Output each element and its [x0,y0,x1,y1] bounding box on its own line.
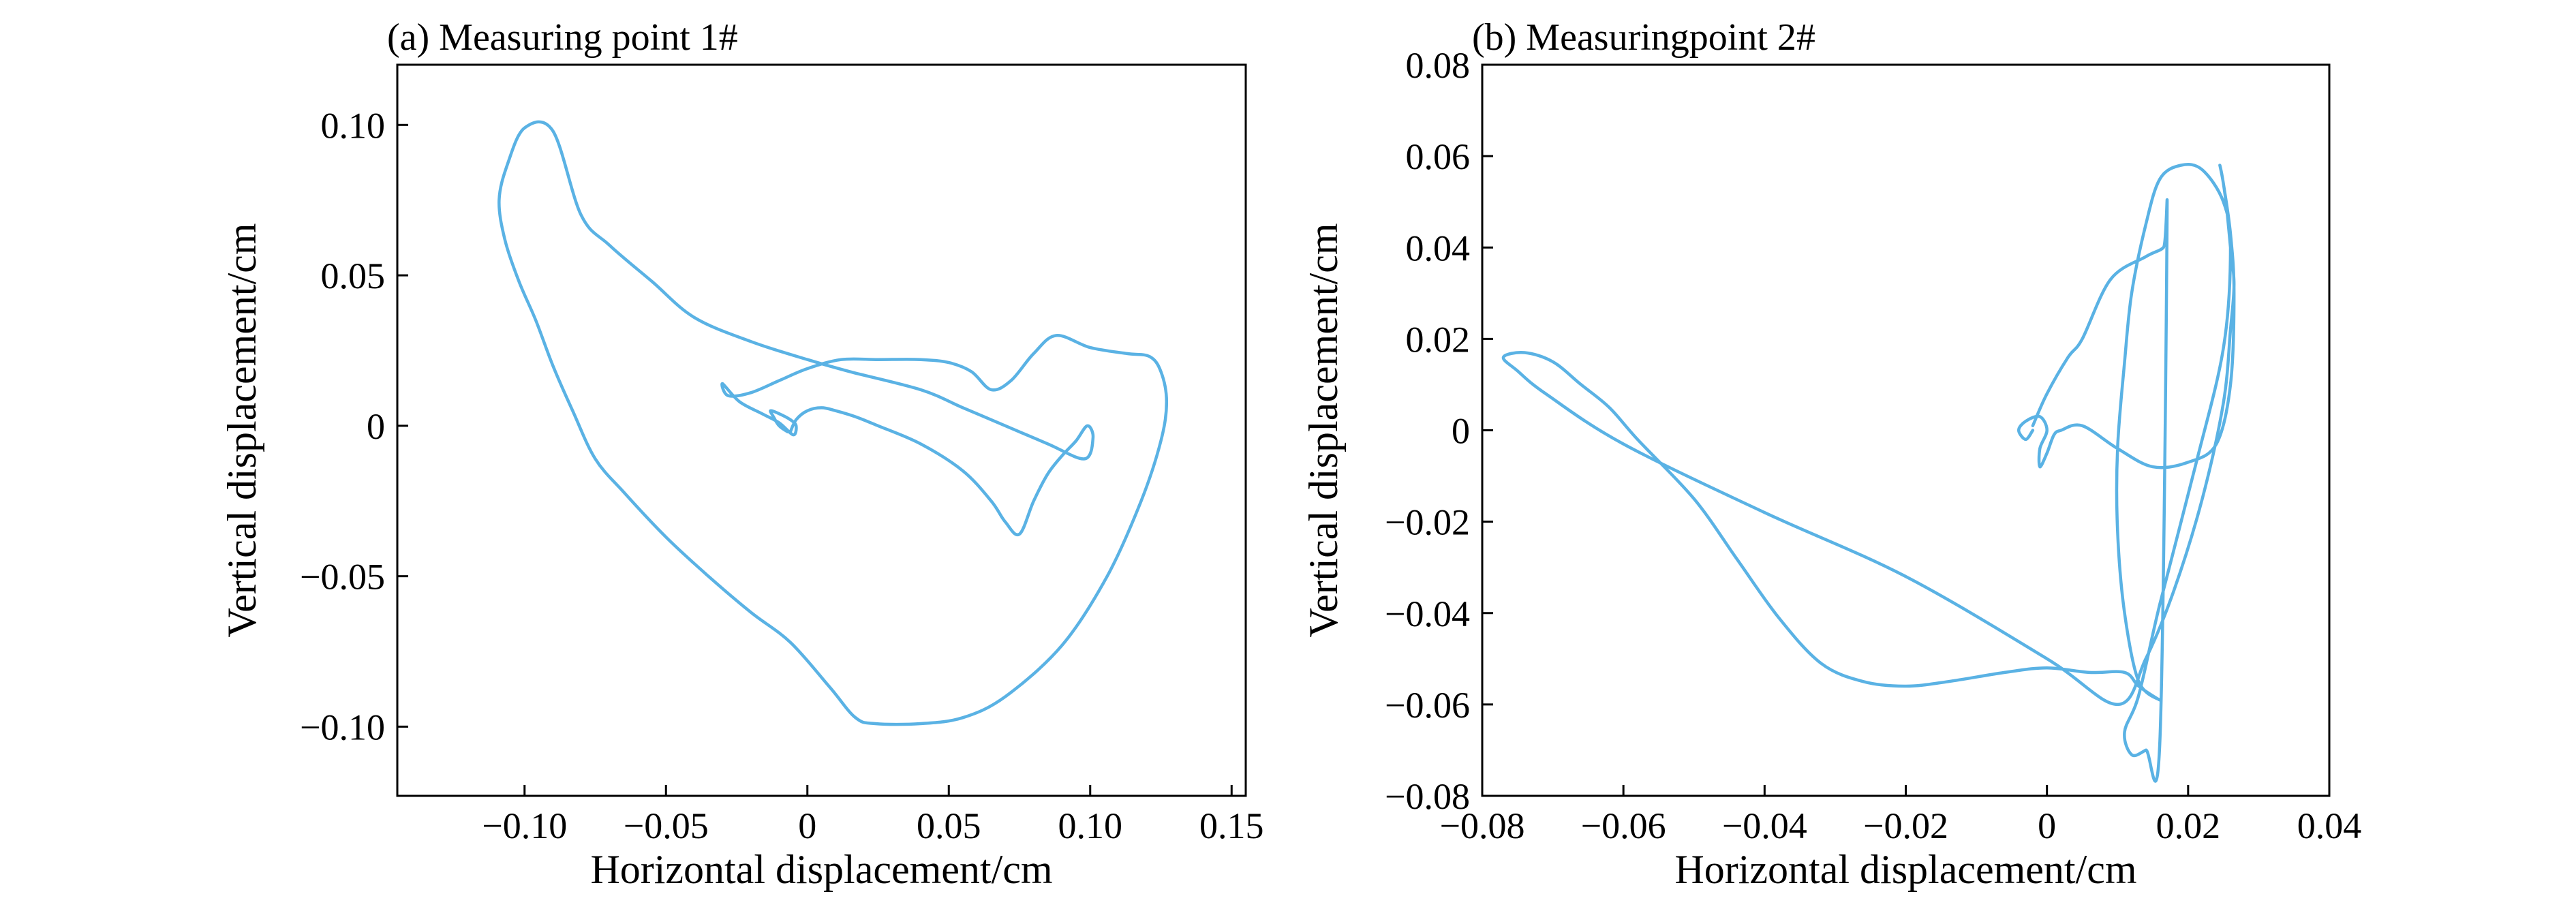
y-tick-label: −0.10 [300,707,385,747]
y-axis-label: Vertical displacement/cm [219,223,264,637]
x-axis-label: Horizontal displacement/cm [1674,847,2136,892]
x-tick-label: −0.05 [624,805,709,846]
y-tick-label: −0.05 [300,557,385,598]
y-tick-label: 0 [1452,411,1470,452]
y-tick-label: −0.02 [1385,502,1470,543]
chart-title: (a) Measuring point 1# [387,16,738,59]
y-tick-label: 0.06 [1406,136,1471,177]
x-tick-label: 0.05 [917,805,981,846]
chart-panel-1: (a) Measuring point 1# −0.10 −0.05 0 0.05 0.1… [219,16,1264,892]
y-tick-label: 0.10 [321,105,386,146]
chart-panel-2: (b) Measuringpoint 2# −0.08 −0.06 −0.04 −0.0… [1301,16,2361,892]
x-tick-label: 0 [2038,805,2056,846]
x-tick-label: −0.10 [482,805,567,846]
plot-frame [396,63,1247,797]
y-tick-label: −0.06 [1385,685,1470,726]
y-axis-label: Vertical displacement/cm [1301,223,1346,637]
x-tick-label: 0 [798,805,816,846]
x-tick-label: −0.06 [1581,805,1666,846]
y-tick-label: 0.05 [321,256,386,296]
x-tick-label: 0.02 [2156,805,2221,846]
y-tick-label: −0.04 [1385,593,1470,634]
x-tick-label: −0.02 [1863,805,1948,846]
series-line-1 [497,120,1169,726]
x-tick-label: 0.04 [2297,805,2362,846]
x-tick-label: 0.10 [1058,805,1123,846]
x-axis-label: Horizontal displacement/cm [590,847,1052,892]
series-line-1 [1501,163,2236,783]
x-tick-label: −0.08 [1440,805,1525,846]
y-tick-label: 0.02 [1406,319,1471,360]
x-tick-label: 0.15 [1199,805,1264,846]
y-tick-label: 0.04 [1406,228,1471,268]
y-tick-label: −0.08 [1385,776,1470,817]
x-tick-label: −0.04 [1722,805,1807,846]
chart-title: (b) Measuringpoint 2# [1472,16,1815,59]
y-tick-label: 0 [367,406,385,447]
y-tick-label: 0.08 [1406,45,1471,86]
